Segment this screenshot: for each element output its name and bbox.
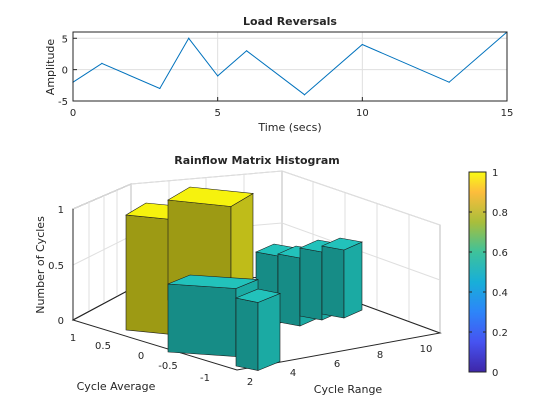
- z-tick-labels: 00.51: [48, 205, 64, 327]
- bar-d-front-face: [277, 253, 301, 327]
- cycle-range-tick-label: 4: [290, 368, 296, 379]
- z-axis-label: Number of Cycles: [34, 216, 47, 314]
- bar-g-front-face: [167, 283, 237, 357]
- amplitude-point: [303, 94, 306, 96]
- cycle-range-tick-label: 10: [420, 344, 433, 355]
- top-x-tick-label: 10: [356, 108, 369, 119]
- cycle-average-tick-label: 0: [138, 351, 144, 362]
- top-y-tick-label: 5: [62, 34, 68, 45]
- top-chart-title: Load Reversals: [243, 15, 337, 28]
- cycle-range-tick-labels: 2 4 6 8 10: [247, 344, 433, 388]
- cycle-average-tick-labels: 1 0.5 0 -0.5 -1: [70, 333, 210, 384]
- colorbar-tick-label: 0.2: [492, 328, 508, 339]
- bar-f: [320, 237, 364, 319]
- bars: [125, 186, 364, 371]
- cycle-average-tick-label: 1: [70, 333, 76, 344]
- colorbar: 0 0.2 0.4 0.6 0.8 1: [468, 168, 508, 379]
- colorbar-tick-label: 1: [492, 168, 498, 179]
- top-y-tick-label: 0: [62, 66, 68, 77]
- bar-f-top-face: [320, 237, 364, 251]
- cycle-range-tick-label: 8: [377, 350, 383, 361]
- cycle-average-tick-label: 0.5: [95, 341, 111, 352]
- amplitude-point: [246, 50, 248, 52]
- top-x-tick-label: 15: [501, 108, 514, 119]
- bar-h: [234, 288, 282, 371]
- amplitude-point: [217, 75, 219, 77]
- colorbar-tick-labels: 0 0.2 0.4 0.6 0.8 1: [469, 168, 508, 379]
- top-axes-box: [72, 31, 508, 102]
- top-plot-area: [73, 32, 507, 101]
- bar-e-front-face: [299, 247, 323, 321]
- bar-f-front-face: [321, 245, 345, 319]
- colorbar-tick-label: 0.4: [492, 288, 508, 299]
- cycle-range-tick-label: 2: [247, 377, 253, 388]
- bottom-chart-title: Rainflow Matrix Histogram: [174, 154, 339, 167]
- bar-f-side-face: [343, 241, 363, 319]
- z-tick-label: 1: [58, 205, 64, 216]
- bar-b-top-face: [167, 186, 254, 207]
- colorbar-tick-label: 0: [492, 368, 498, 379]
- amplitude-point: [188, 37, 190, 39]
- y-axis-label-cycle-average: Cycle Average: [77, 380, 156, 393]
- z-gridline: [72, 170, 441, 226]
- top-tick-labels: 0 5 10 15-505: [58, 34, 513, 119]
- bar-h-front-face: [235, 297, 259, 371]
- top-y-tick-label: -5: [58, 97, 68, 108]
- top-y-axis-label: Amplitude: [44, 39, 57, 96]
- amplitude-point: [448, 81, 450, 83]
- top-x-axis-label: Time (secs): [257, 121, 321, 134]
- amplitude-point: [101, 62, 103, 64]
- load-reversals-chart: 0 5 10 15-505 Load Reversals Time (secs) Am…: [44, 15, 513, 134]
- cycle-average-tick-label: -0.5: [158, 361, 178, 372]
- rainflow-histogram: Rainflow Matrix Histogram 00.51 10.50-0.…: [34, 154, 442, 396]
- bar-h-top-face: [234, 288, 282, 303]
- cycle-average-tick-label: -1: [200, 373, 210, 384]
- amplitude-series-line: [72, 31, 508, 96]
- colorbar-tick-label: 0.8: [492, 208, 508, 219]
- top-x-tick-label: 5: [214, 108, 220, 119]
- z-tick-label: 0: [58, 316, 64, 327]
- colorbar-gradient: [468, 171, 487, 373]
- amplitude-point: [361, 43, 363, 46]
- left-back-pane: [72, 183, 132, 321]
- z-tick-label: 0.5: [48, 261, 64, 272]
- bar-g-top-face: [167, 274, 259, 289]
- amplitude-point: [159, 87, 161, 90]
- top-x-tick-label: 0: [70, 108, 76, 119]
- colorbar-tick-label: 0.6: [492, 248, 508, 259]
- bar-h-side-face: [257, 293, 281, 371]
- x-axis-label-cycle-range: Cycle Range: [314, 383, 383, 396]
- cycle-range-tick-label: 6: [334, 359, 340, 370]
